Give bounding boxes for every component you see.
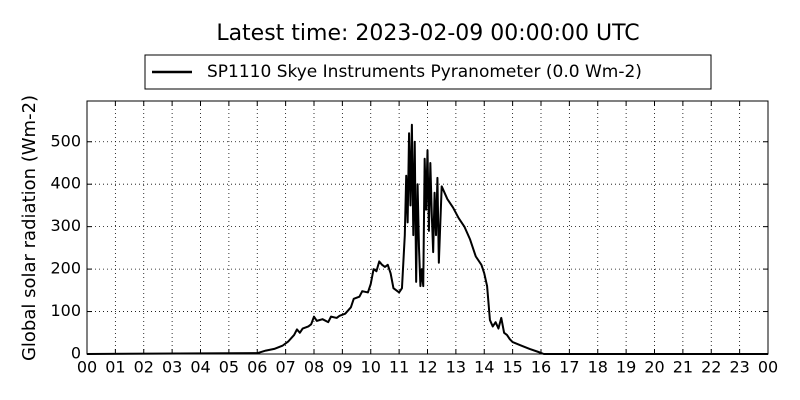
x-tick-label: 23: [729, 358, 749, 377]
x-tick-label: 02: [134, 358, 154, 377]
chart-title: Latest time: 2023-02-09 00:00:00 UTC: [216, 21, 639, 46]
legend-label: SP1110 Skye Instruments Pyranometer (0.0…: [207, 62, 642, 82]
y-tick-label: 200: [50, 259, 81, 278]
plot-frame: [86, 100, 769, 355]
x-tick-label: 21: [673, 358, 693, 377]
x-tick-label: 16: [531, 358, 551, 377]
data-line: [86, 123, 768, 355]
x-tick-label: 10: [361, 358, 381, 377]
y-tick-label: 500: [50, 131, 81, 150]
legend-box: [144, 54, 712, 90]
x-tick-label: 20: [644, 358, 664, 377]
x-tick-label: 09: [332, 358, 352, 377]
x-tick-label: 08: [304, 358, 324, 377]
y-tick-label: 300: [50, 216, 81, 235]
x-tick-label: 11: [389, 358, 409, 377]
x-tick-label: 07: [275, 358, 295, 377]
x-tick-label: 19: [616, 358, 636, 377]
x-tick-label: 12: [417, 358, 437, 377]
x-tick-label: 03: [162, 358, 182, 377]
y-tick-label: 0: [71, 344, 81, 363]
x-tick-label: 15: [502, 358, 522, 377]
x-tick-label: 14: [474, 358, 494, 377]
x-tick-label: 00: [77, 358, 97, 377]
x-tick-label: 17: [559, 358, 579, 377]
x-tick-label: 13: [446, 358, 466, 377]
x-tick-label: 18: [588, 358, 608, 377]
y-axis-label: Global solar radiation (Wm-2): [19, 95, 40, 361]
x-tick-label: 04: [190, 358, 210, 377]
x-tick-label: 05: [219, 358, 239, 377]
y-tick-label: 400: [50, 174, 81, 193]
x-tick-label: 01: [105, 358, 125, 377]
x-tick-label: 00: [758, 358, 778, 377]
y-tick-label: 100: [50, 301, 81, 320]
x-tick-label: 22: [701, 358, 721, 377]
x-tick-label: 06: [247, 358, 267, 377]
